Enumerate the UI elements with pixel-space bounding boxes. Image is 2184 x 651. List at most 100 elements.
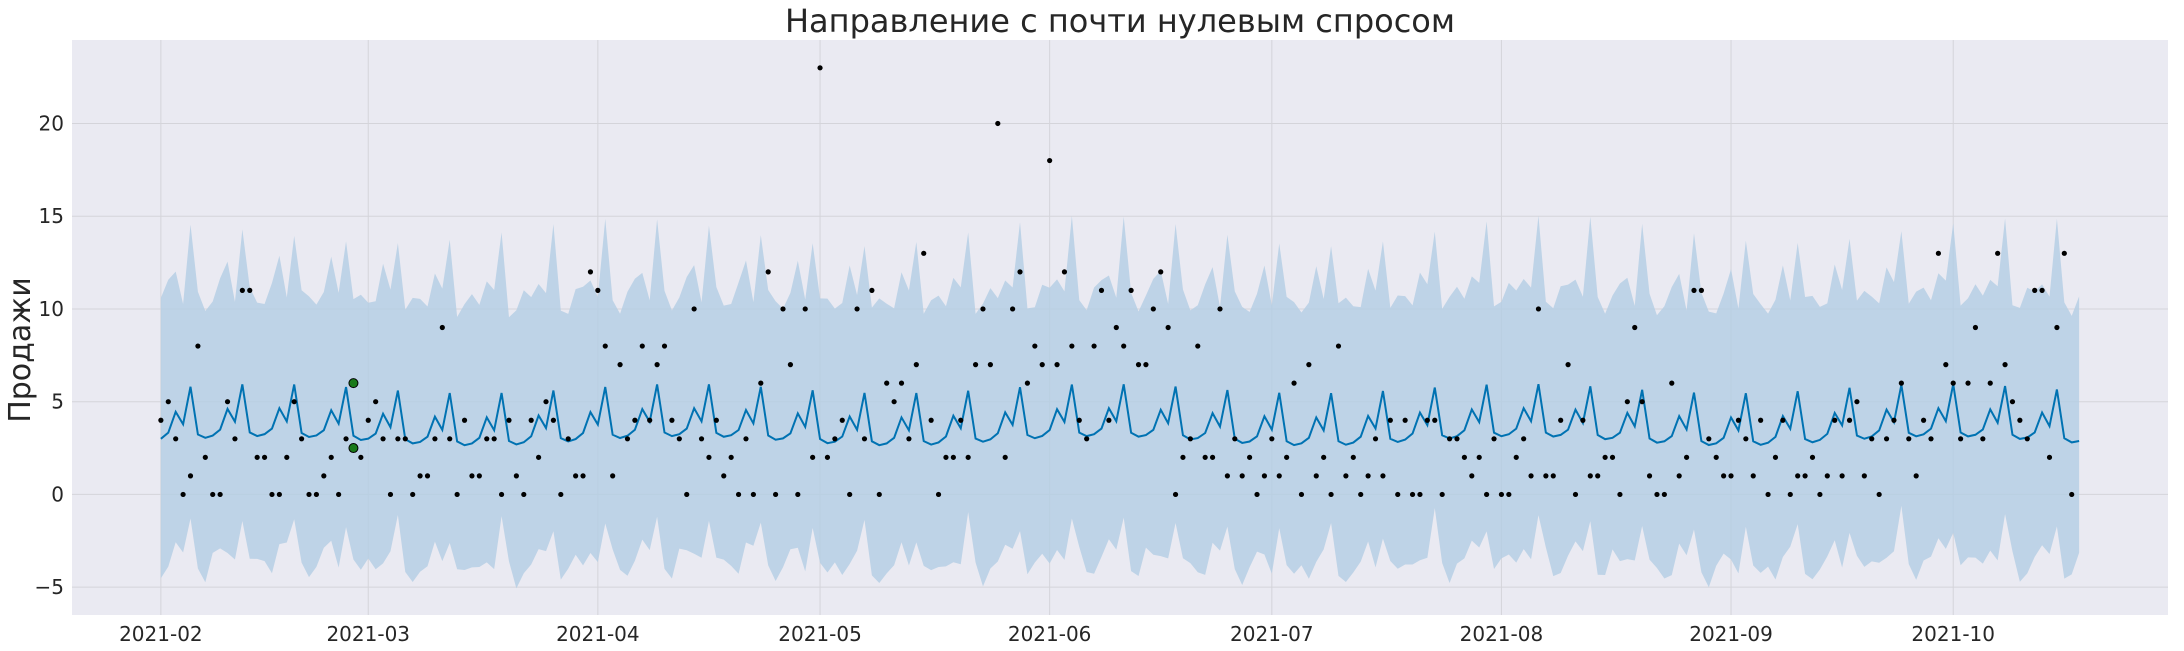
observed-point [1861, 473, 1867, 479]
observed-point [1580, 417, 1586, 423]
observed-point [343, 436, 349, 442]
observed-point [1121, 343, 1127, 349]
observed-point [1387, 417, 1393, 423]
y-tick-label: 5 [51, 390, 64, 414]
observed-point [1550, 473, 1556, 479]
observed-point [802, 306, 808, 312]
observed-point [1209, 454, 1216, 460]
observed-point [2017, 417, 2023, 423]
observed-point [402, 436, 408, 442]
observed-point [484, 436, 490, 442]
observed-point [1010, 306, 1016, 312]
observed-point [1839, 473, 1845, 479]
observed-point [224, 399, 231, 405]
observed-point [387, 491, 394, 498]
observed-point [1595, 473, 1601, 479]
forecast-series-line [160, 383, 2080, 447]
observed-point [1106, 417, 1112, 423]
observed-point [173, 436, 179, 442]
observed-point [1683, 454, 1690, 460]
observed-point [884, 380, 890, 386]
observed-point [1298, 491, 1305, 498]
observed-point [691, 306, 697, 312]
observed-point [1424, 417, 1430, 423]
observed-point [1484, 491, 1490, 498]
x-tick-label: 2021-07 [1230, 622, 1314, 646]
observed-point [728, 454, 734, 460]
observed-point [358, 454, 364, 460]
observed-point [506, 417, 512, 423]
observed-point [1158, 269, 1164, 275]
observed-point [1217, 306, 1223, 312]
observed-point [1972, 324, 1979, 331]
observed-point [1543, 473, 1549, 479]
observed-point [1061, 269, 1068, 275]
observed-point [1291, 380, 1297, 386]
observed-point [424, 473, 431, 479]
observed-point [1150, 306, 1156, 312]
observed-point [1535, 306, 1542, 312]
observed-point [1054, 362, 1060, 368]
observed-point [1135, 362, 1142, 368]
observed-point [247, 287, 253, 293]
observed-point [2024, 436, 2030, 442]
observed-point [1202, 454, 1208, 460]
observed-point [773, 491, 779, 498]
observed-point [1624, 399, 1630, 405]
observed-point [239, 287, 245, 293]
observed-point [1024, 380, 1031, 386]
observed-point [373, 399, 379, 405]
observed-point [180, 491, 186, 498]
observed-point [1461, 454, 1467, 460]
observed-point [2054, 324, 2060, 331]
observed-point [2039, 287, 2045, 293]
observed-point [928, 417, 934, 423]
highlighted-points [348, 378, 359, 454]
observed-point [595, 287, 601, 293]
observed-point [1417, 491, 1423, 498]
observed-point [758, 380, 764, 386]
observed-point [461, 417, 468, 423]
observed-point [1365, 473, 1371, 479]
observed-point [765, 269, 771, 275]
observed-point [1358, 491, 1364, 498]
observed-point [476, 473, 482, 479]
observed-point [1706, 436, 1712, 442]
observed-point [365, 417, 371, 423]
observed-point [269, 491, 275, 498]
observed-point [1898, 380, 1904, 386]
observed-point [1469, 473, 1475, 479]
y-tick-label: 20 [39, 111, 64, 135]
observed-point [1380, 473, 1386, 479]
observed-point [432, 436, 438, 442]
observed-point [1335, 343, 1342, 349]
observed-point [254, 454, 260, 460]
observed-point [1669, 380, 1675, 386]
observed-point [1928, 436, 1934, 442]
chart-title: Направление с почти нулевым спросом [785, 2, 1455, 40]
observed-point [1817, 491, 1823, 498]
observed-point [1076, 417, 1082, 423]
y-axis-ticks: −5 0 5 10 15 20 [35, 111, 64, 599]
observed-point [1869, 436, 1875, 442]
observed-point [1943, 362, 1949, 368]
observed-point [1558, 417, 1564, 423]
observed-point [839, 417, 845, 423]
observed-point [898, 380, 905, 386]
y-axis-label: Продажи [3, 277, 38, 423]
observed-point [276, 491, 282, 498]
observed-point [1269, 436, 1275, 442]
observed-point [195, 343, 201, 349]
observed-point [1802, 473, 1808, 479]
observed-point [1728, 473, 1734, 479]
observed-point [580, 473, 586, 479]
observed-point [780, 306, 786, 312]
observed-point [1372, 436, 1379, 442]
x-tick-label: 2021-06 [1008, 622, 1092, 646]
observed-point [1306, 362, 1312, 368]
x-axis-ticks: 2021-02 2021-03 2021-04 2021-05 2021-06 2021-… [119, 622, 1995, 646]
observed-point [395, 436, 401, 442]
observed-point [810, 454, 816, 460]
observed-point [906, 436, 912, 442]
